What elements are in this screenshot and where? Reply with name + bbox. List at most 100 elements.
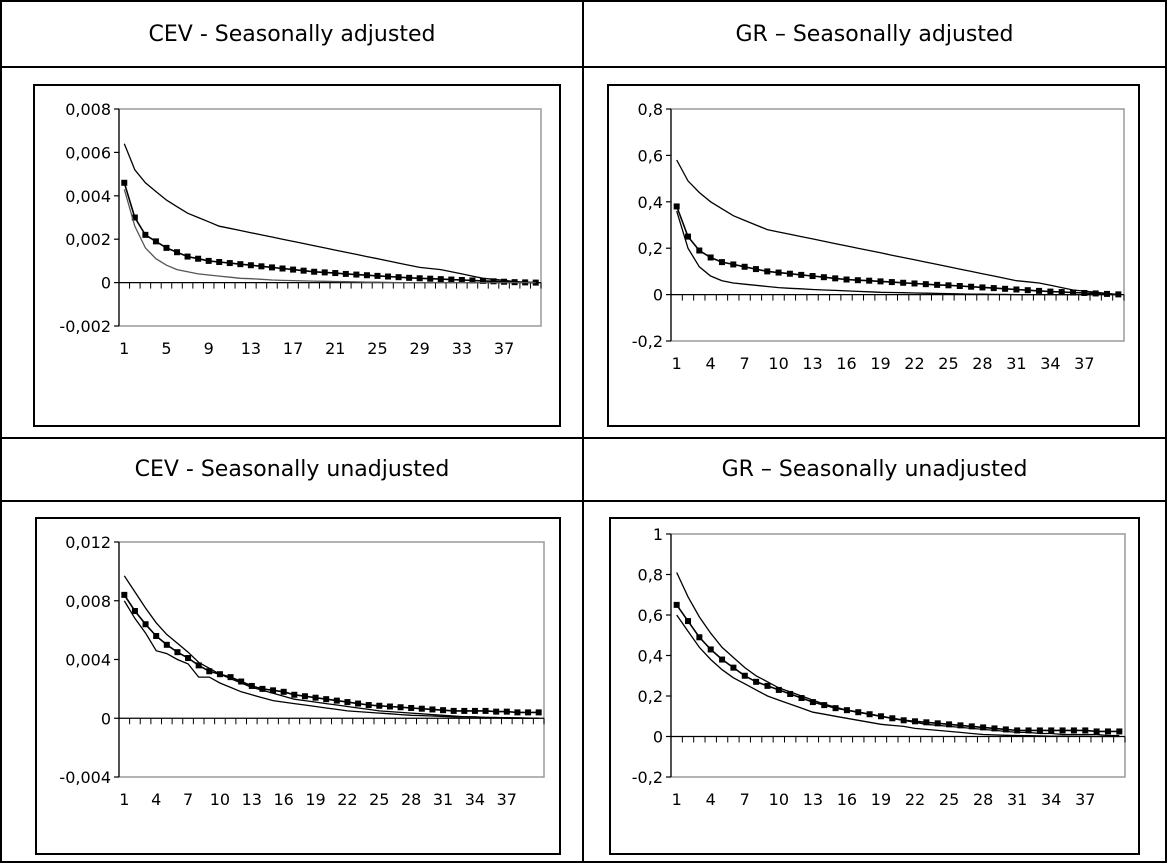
y-tick-label: 0,4 [638, 647, 663, 666]
series-point [344, 699, 351, 706]
x-tick-label: 28 [972, 354, 992, 373]
series-point [946, 721, 953, 728]
x-tick-label: 19 [305, 790, 325, 809]
y-tick-label: 0,004 [65, 187, 111, 206]
series-point [1059, 727, 1066, 734]
series-line-2 [676, 159, 1119, 296]
series-point [900, 279, 907, 286]
series-point [1025, 727, 1032, 734]
x-tick-label: 31 [1007, 790, 1027, 809]
series-point [786, 270, 793, 277]
series-point [1070, 727, 1077, 734]
y-tick-label: 0,008 [65, 100, 111, 119]
series-point [535, 709, 542, 716]
series-point [163, 244, 170, 251]
series-point [719, 656, 726, 663]
chart-gr-unadjusted: 1 0,8 0,6 0,4 0,2 0 -0,2 1 4 7 10 13 16 19 22 25 28 31 34 3… [632, 525, 1126, 809]
series-point [291, 691, 298, 698]
x-tick-label: 29 [409, 339, 429, 358]
x-tick-label: 13 [241, 339, 261, 358]
x-tick-label: 7 [183, 790, 193, 809]
series-point [1092, 290, 1099, 297]
chart-title-gr-adjusted: GR – Seasonally adjusted [735, 21, 1014, 47]
series-point [121, 179, 128, 186]
series-point [301, 693, 308, 700]
series-point [1093, 728, 1100, 735]
series-point [237, 261, 244, 268]
x-tick-label: 19 [871, 790, 891, 809]
series-point [877, 278, 884, 285]
x-tick-label: 1 [672, 354, 682, 373]
chart-frame-gr-unadjusted: 1 0,8 0,6 0,4 0,2 0 -0,2 1 4 7 10 13 16 19 22 25 28 31 34 3… [609, 517, 1140, 855]
series-point [195, 662, 202, 669]
x-tick-label: 21 [325, 339, 345, 358]
series-point [333, 697, 340, 704]
grid-divider-vertical [582, 0, 584, 863]
x-tick-label: 16 [836, 354, 856, 373]
series-point [332, 270, 339, 277]
series-point [205, 257, 212, 264]
y-tick-label: 0,006 [65, 143, 111, 162]
series-point [832, 275, 839, 282]
y-tick-label: 0,8 [638, 566, 663, 585]
series-point [730, 664, 737, 671]
x-tick-label: 28 [401, 790, 421, 809]
series-point [922, 281, 929, 288]
series-point [514, 709, 521, 716]
series-line-3 [676, 210, 1119, 296]
x-tick-label: 1 [119, 790, 129, 809]
series-point [323, 696, 330, 703]
series-point [290, 266, 297, 273]
x-tick-label: 34 [1041, 790, 1061, 809]
series-point [342, 270, 349, 277]
series-point [479, 277, 486, 284]
series-point [525, 709, 532, 716]
series-point [374, 272, 381, 279]
series-point [152, 238, 159, 245]
x-tick-label: 5 [161, 339, 171, 358]
series-point [493, 708, 500, 715]
series-point [809, 273, 816, 280]
series-point [832, 705, 839, 712]
series-point [707, 646, 714, 653]
series-point [258, 263, 265, 270]
x-tick-label: 16 [837, 790, 857, 809]
series-point [216, 258, 223, 265]
series-point [311, 268, 318, 275]
x-tick-label: 16 [274, 790, 294, 809]
chart-cev-unadjusted: 0,012 0,008 0,004 0 -0,004 1 4 7 10 13 16 19 22 25 28 3… [59, 533, 545, 809]
series-point [968, 283, 975, 290]
series-point [227, 674, 234, 681]
series-point [764, 268, 771, 275]
series-line-2 [123, 575, 539, 719]
y-tick-label: -0,004 [59, 768, 111, 787]
series-point [437, 276, 444, 283]
series-point [1058, 289, 1065, 296]
series-line-1 [675, 206, 1119, 296]
series-point [718, 259, 725, 266]
series-point [1036, 287, 1043, 294]
chart-title-cev-unadjusted: CEV - Seasonally unadjusted [134, 457, 450, 482]
series-point [385, 273, 392, 280]
series-point [730, 261, 737, 268]
series-point [259, 685, 266, 692]
series-point [280, 688, 287, 695]
series-point [268, 264, 275, 271]
x-tick-label: 7 [740, 354, 750, 373]
y-tick-label: 0 [101, 709, 111, 728]
series-point [911, 280, 918, 287]
series-point [775, 269, 782, 276]
series-point [226, 260, 233, 267]
x-tick-label: 4 [706, 354, 716, 373]
series-line-1 [676, 604, 1120, 733]
series-point [312, 694, 319, 701]
x-tick-label: 4 [706, 790, 716, 809]
series-point [501, 278, 508, 285]
plot-area [118, 541, 545, 778]
series-point [684, 233, 691, 240]
y-tick-label: 0,2 [638, 687, 663, 706]
series-point [753, 678, 760, 685]
series-point [440, 707, 447, 714]
x-tick-label: 10 [769, 790, 789, 809]
series-point [461, 707, 468, 714]
